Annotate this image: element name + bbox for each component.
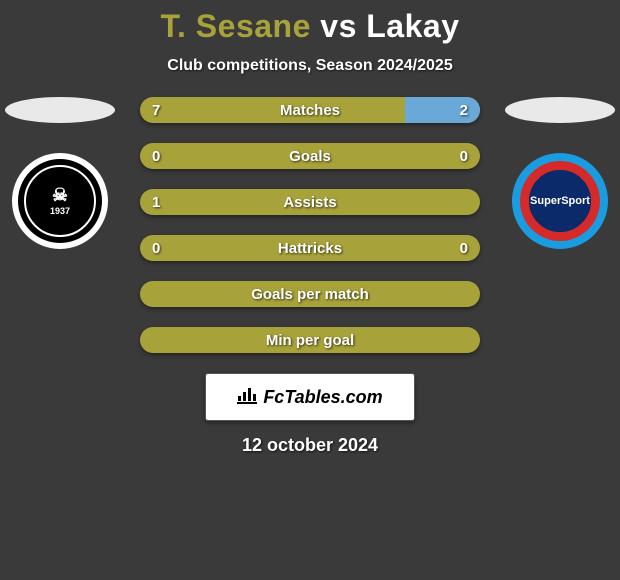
stat-label: Assists bbox=[283, 194, 336, 211]
subtitle: Club competitions, Season 2024/2025 bbox=[0, 57, 620, 75]
comparison-title: T. Sesane vs Lakay bbox=[0, 0, 620, 45]
comparison-arena: ☠ 1937 SuperSport 7 Matches 2 0 Goals 0 … bbox=[0, 97, 620, 456]
stat-p1-value: 1 bbox=[152, 194, 160, 211]
player2-placeholder bbox=[505, 97, 615, 123]
vs-text: vs bbox=[320, 8, 357, 44]
stat-bar: Min per goal bbox=[140, 327, 480, 353]
club-left-year: 1937 bbox=[50, 206, 70, 216]
club-left-crest: ☠ 1937 bbox=[12, 153, 108, 249]
club-left: ☠ 1937 bbox=[0, 97, 120, 249]
brand-box[interactable]: FcTables.com bbox=[205, 373, 415, 421]
stat-bar: Goals per match bbox=[140, 281, 480, 307]
stat-bar: 0 Goals 0 bbox=[140, 143, 480, 169]
stat-bar-p2-fill bbox=[405, 97, 480, 123]
chart-icon bbox=[237, 386, 257, 409]
skull-icon: ☠ bbox=[52, 186, 68, 204]
stat-p1-value: 7 bbox=[152, 102, 160, 119]
date-text: 12 october 2024 bbox=[0, 435, 620, 456]
stat-bars: 7 Matches 2 0 Goals 0 1 Assists 0 Hattri… bbox=[140, 97, 480, 353]
stat-p1-value: 0 bbox=[152, 240, 160, 257]
stat-p2-value: 0 bbox=[460, 240, 468, 257]
stat-label: Goals bbox=[289, 148, 331, 165]
stat-label: Hattricks bbox=[278, 240, 342, 257]
club-right-crest: SuperSport bbox=[512, 153, 608, 249]
club-right-short: SuperSport bbox=[530, 195, 590, 207]
stat-p1-value: 0 bbox=[152, 148, 160, 165]
player2-name: Lakay bbox=[366, 8, 459, 44]
stat-p2-value: 0 bbox=[460, 148, 468, 165]
stat-label: Min per goal bbox=[266, 332, 354, 349]
stat-bar: 0 Hattricks 0 bbox=[140, 235, 480, 261]
stat-bar: 7 Matches 2 bbox=[140, 97, 480, 123]
player1-placeholder bbox=[5, 97, 115, 123]
stat-label: Goals per match bbox=[251, 286, 369, 303]
player1-name: T. Sesane bbox=[161, 8, 311, 44]
stat-p2-value: 2 bbox=[460, 102, 468, 119]
brand-text: FcTables.com bbox=[263, 387, 382, 408]
stat-label: Matches bbox=[280, 102, 340, 119]
club-right: SuperSport bbox=[500, 97, 620, 249]
stat-bar: 1 Assists bbox=[140, 189, 480, 215]
